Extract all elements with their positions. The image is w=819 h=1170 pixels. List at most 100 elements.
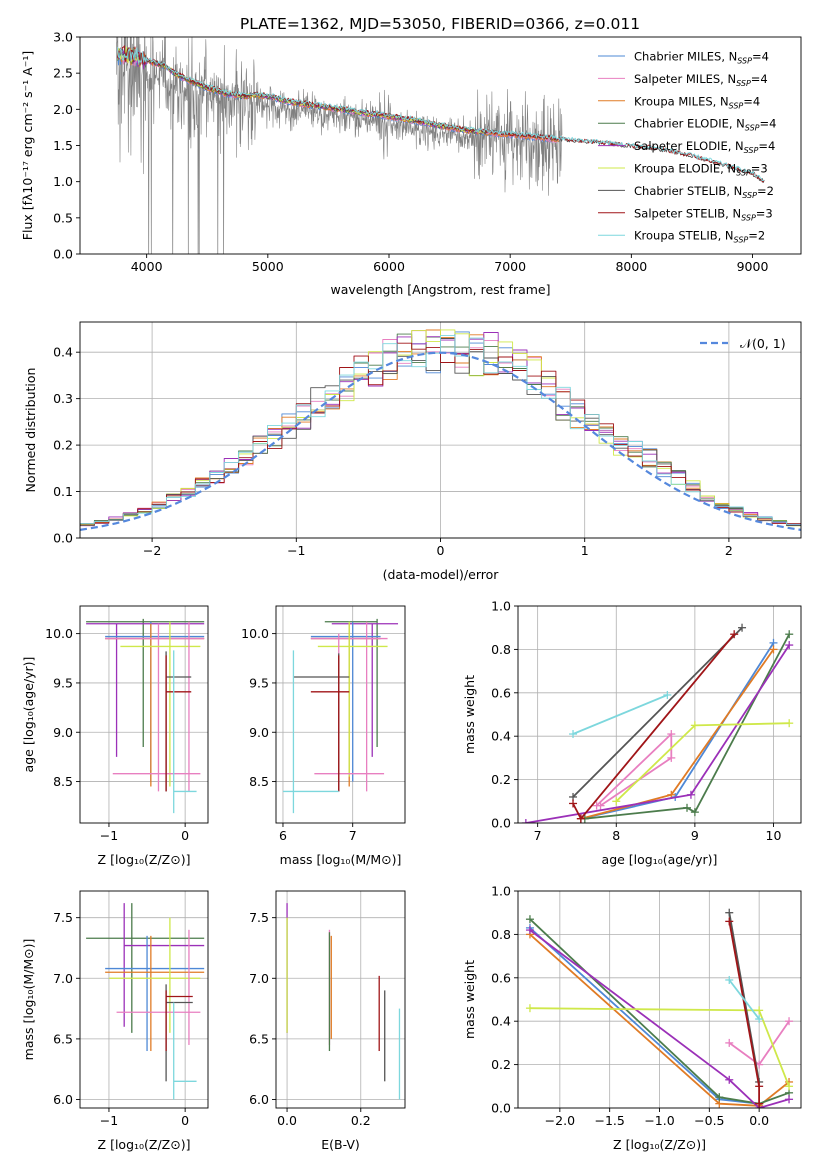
y-tick-label: 6.5 [249,1031,269,1046]
legend-label-kroupa_miles: Kroupa MILES, NSSP=4 [634,94,760,110]
y-tick-label: 6.0 [53,1092,73,1107]
spectrum-plot-area [116,37,765,254]
mw_vs_age-plot-area [521,623,794,823]
y-tick-label: 0.6 [491,685,511,700]
age_vs_mass-panel: 6 7 8.5 9.0 9.5 10.0 mass [log₁₀(M/M⊙)] [241,605,406,867]
y-axis-label: Normed distribution [23,368,38,493]
chart-panels: 4000 5000 6000 7000 8000 90000.00.51.01.52.02… [20,30,802,1152]
weight-line-chabrier_elodie [584,633,790,820]
x-axis-label: Z [log₁₀(Z/Z⊙)] [613,1137,706,1152]
y-axis-label: mass weight [462,675,477,754]
x-tick-label: 0 [181,1113,189,1128]
axes-frame [79,890,209,1109]
residuals-panel: −2 −1 0 1 2 0.0 0.1 0.2 0.3 0.4 (data-model)/error… [23,321,802,582]
legend-label-salpeter_stelib: Salpeter STELIB, NSSP=3 [634,206,773,222]
y-tick-label: 1.0 [491,599,511,614]
weight-line-chabrier_elodie [529,918,790,1105]
gaussian-curve [80,351,801,531]
y-tick-label: 1.5 [53,138,73,153]
x-tick-label: 9000 [737,259,769,274]
y-tick-label: 1.0 [491,884,511,899]
y-tick-label: 0.8 [491,642,511,657]
x-axis-label: wavelength [Angstrom, rest frame] [330,282,550,297]
y-tick-label: 0.2 [491,1057,511,1072]
x-tick-label: −1 [100,1113,118,1128]
y-tick-label: 7.5 [249,910,269,925]
mass_vs_ebv-plot-area [286,903,401,1100]
weight-line-salpeter_elodie [529,929,790,1108]
y-axis-label: age [log₁₀(age/yr)] [21,657,36,773]
x-tick-label: 0 [181,828,189,843]
weight-line-salpeter_stelib [572,633,735,820]
y-tick-label: 9.5 [249,675,269,690]
y-tick-label: 7.0 [53,971,73,986]
y-tick-label: 0.2 [491,772,511,787]
x-tick-label: 5000 [252,259,284,274]
mw_vs_age-panel: 7 8 9 10 0.0 0.2 0.4 0.6 0.8 1.0 age [log₁₀(age/yr… [462,599,802,867]
x-tick-label: −0.5 [694,1113,724,1128]
y-tick-label: 9.5 [53,675,73,690]
weight-line-kroupa_stelib [572,694,668,735]
age_vs_Z-panel: −1 0 8.5 9.0 9.5 10.0 Z [log₁₀(Z/Z⊙)] age [log₁… [21,605,209,867]
mass_vs_Z-panel: −1 0 6.0 6.5 7.0 7.5 Z [log₁₀(Z/Z⊙)] mass [log₁… [21,890,209,1152]
y-tick-label: 0.3 [53,391,73,406]
y-axis-label: mass weight [462,960,477,1039]
x-tick-label: −2 [143,543,161,558]
x-tick-label: 4000 [131,259,163,274]
legend-label-salpeter_elodie: Salpeter ELODIE, NSSP=4 [634,139,775,155]
x-tick-label: 8 [612,828,620,843]
y-tick-label: 9.0 [53,725,73,740]
x-tick-label: 2 [725,543,733,558]
weight-line-salpeter_elodie [525,644,790,823]
mass_vs_ebv-panel: 0.0 0.2 6.0 6.5 7.0 7.5 E(B-V) [249,890,406,1152]
x-tick-label: 7 [349,828,357,843]
y-tick-label: 0.0 [491,816,511,831]
x-axis-label: E(B-V) [321,1137,360,1152]
mw_vs_Z-plot-area [525,908,794,1108]
legend-label-kroupa_elodie: Kroupa ELODIE, NSSP=3 [634,162,768,178]
x-tick-label: −1 [287,543,305,558]
axes-frame [79,605,209,824]
y-tick-label: 1.0 [53,174,73,189]
x-tick-label: −2.0 [545,1113,575,1128]
spectrum-legend: Chabrier MILES, NSSP=4 Salpeter MILES, NS… [598,50,776,245]
x-tick-label: 6000 [373,259,405,274]
weight-line-salpeter_miles [595,733,673,807]
x-tick-label: 7000 [494,259,526,274]
y-axis-label: mass [log₁₀(M/M⊙)] [21,939,36,1061]
hist-line-salpeter_stelib [80,342,801,525]
y-tick-label: 0.4 [491,1014,511,1029]
y-tick-label: 0.5 [53,210,73,225]
model-line-kroupa_stelib [117,47,765,182]
y-tick-label: 0.2 [53,438,73,453]
x-tick-label: 1 [581,543,589,558]
y-tick-label: 0.4 [491,729,511,744]
x-tick-label: 7 [534,828,542,843]
y-tick-label: 8.5 [53,774,73,789]
x-tick-label: 6 [279,828,287,843]
legend-label-kroupa_stelib: Kroupa STELIB, NSSP=2 [634,229,765,245]
y-tick-label: 10.0 [45,626,73,641]
weight-line-chabrier_stelib [572,627,743,798]
y-tick-label: 6.5 [53,1031,73,1046]
x-tick-label: 9 [691,828,699,843]
legend-label-chabrier_elodie: Chabrier ELODIE, NSSP=4 [634,117,776,133]
model-line-salpeter_elodie [117,48,487,135]
hist-line-kroupa_stelib [80,335,801,525]
y-tick-label: 9.0 [249,725,269,740]
x-axis-label: Z [log₁₀(Z/Z⊙)] [98,852,191,867]
axes-frame [275,605,406,824]
x-axis-label: mass [log₁₀(M/M⊙)] [280,852,402,867]
x-tick-label: 8000 [615,259,647,274]
y-tick-label: 0.0 [53,247,73,262]
age_vs_Z-plot-area [86,618,205,814]
y-tick-label: 10.0 [241,626,269,641]
y-tick-label: 7.0 [249,971,269,986]
model-line-kroupa_elodie [117,46,487,134]
data-spectrum-line [116,37,563,254]
y-tick-label: 2.5 [53,66,73,81]
y-tick-label: 0.0 [491,1101,511,1116]
figure-title: PLATE=1362, MJD=53050, FIBERID=0366, z=0… [240,15,640,33]
x-tick-label: −1 [100,828,118,843]
